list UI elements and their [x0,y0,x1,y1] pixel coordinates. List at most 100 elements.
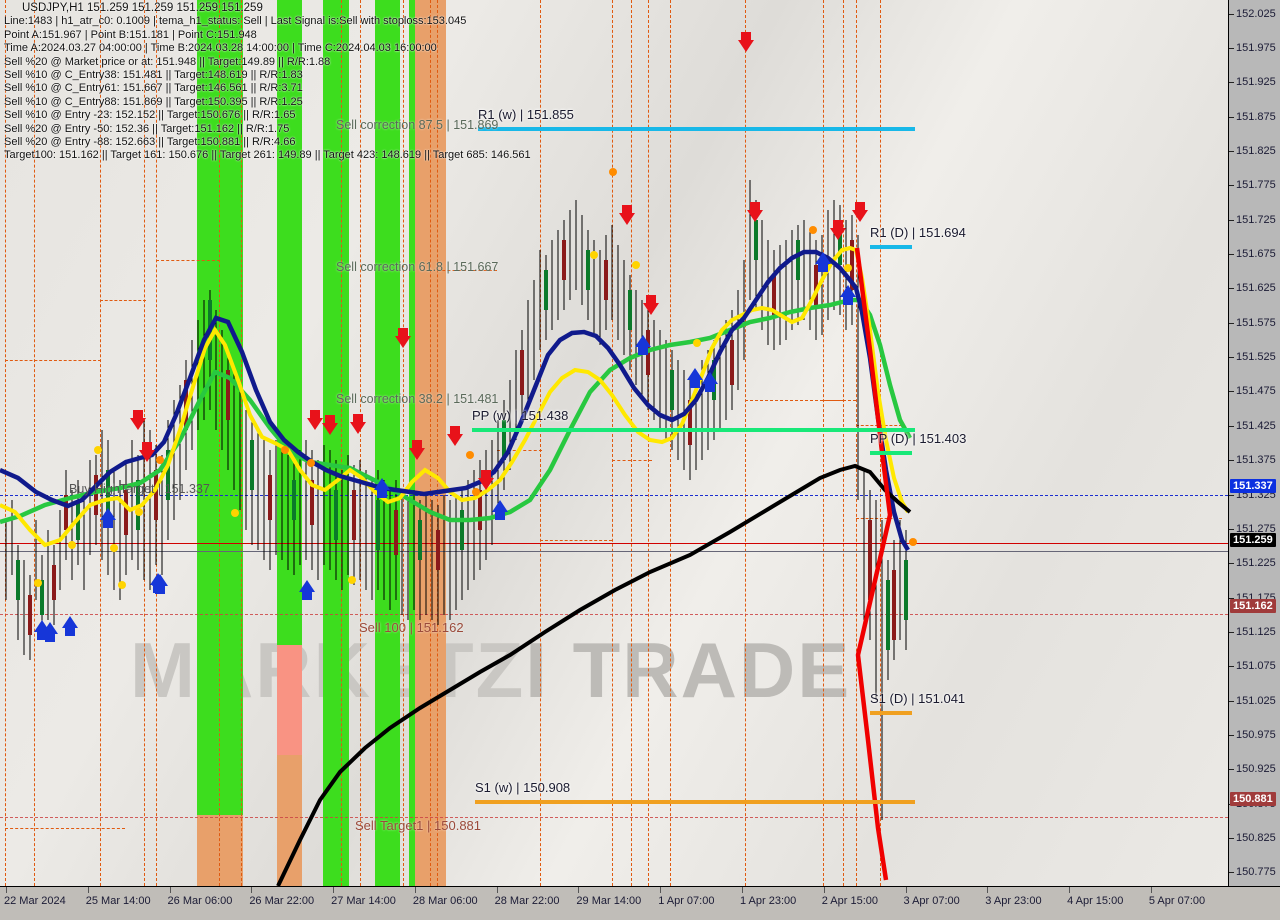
price-tick-label: 151.825 [1236,145,1276,158]
price-series-overlay [0,32,917,886]
symbol-ohlc-line: USDJPY,H1 151.259 151.259 151.259 151.25… [22,2,263,14]
zone-segment [5,828,125,829]
zone-segment [156,260,220,261]
slow-ma-green [0,297,912,525]
price-tick-label: 151.775 [1236,179,1276,192]
price-tick [1229,151,1234,153]
time-tick [169,887,171,893]
fast-ma-yellow [0,245,910,548]
time-tick [987,887,989,893]
vertical-marker [437,0,438,886]
sell-100-label: Sell 100 | 151.162 [359,620,464,635]
price-tag[interactable]: 151.162 [1230,599,1276,614]
vertical-marker [856,0,857,886]
time-tick [905,887,907,893]
session-band [277,0,302,645]
price-tag[interactable]: 151.259 [1230,532,1276,547]
target-gridline [0,817,1228,818]
price-axis[interactable]: 152.025 151.975 151.925 151.875 151.825 151.7… [1229,0,1280,887]
time-tick [6,887,7,893]
price-tick-label: 152.025 [1236,7,1276,20]
time-tick-label: 3 Apr 07:00 [903,895,960,907]
price-tick [1229,769,1234,771]
time-tick-label: 25 Mar 14:00 [85,895,151,907]
time-tick-label: 26 Mar 22:00 [249,895,315,907]
vertical-marker [823,0,824,886]
price-tick [1229,185,1234,187]
price-tick [1229,460,1234,462]
price-tick [1229,48,1234,50]
price-tick [1229,563,1234,565]
time-tick-label: 26 Mar 06:00 [167,895,233,907]
vertical-marker [670,0,671,886]
price-tick-label: 150.825 [1236,831,1276,844]
info-line: Sell %20 @ Entry -88: 152.663 || Target:… [4,136,296,149]
price-tick-label: 151.675 [1236,248,1276,261]
price-tick [1229,116,1234,118]
session-band [323,0,349,886]
info-line: Line:1483 | h1_atr_c0: 0.1009 | tema_h1_… [4,15,467,28]
zone-segment [823,400,856,401]
price-tick-label: 150.975 [1236,728,1276,741]
zone-segment [612,460,652,461]
price-tick [1229,872,1234,874]
zone-segment [437,270,497,271]
buy-target-line [0,495,1228,496]
price-tick [1229,700,1234,702]
session-band-pink [277,645,302,755]
price-tag[interactable]: 151.337 [1230,479,1276,494]
vertical-marker [648,0,649,886]
trend-line-black [276,463,912,886]
price-tag[interactable]: 150.881 [1230,792,1276,807]
vertical-marker [219,0,220,886]
price-tick [1229,734,1234,736]
pivot-star-marker [34,168,917,589]
time-tick-label: 4 Apr 15:00 [1067,895,1124,907]
buy-high-target-label: Buy HighTarget | 151.337 [69,482,210,496]
level-label: R1 (D) | 151.694 [870,225,966,240]
price-tick-label: 151.275 [1236,522,1276,535]
price-tick-label: 151.525 [1236,351,1276,364]
price-tick-label: 151.475 [1236,385,1276,398]
info-line: Sell %10 @ C_Entry61: 151.667 || Target:… [4,82,303,95]
price-tick [1229,254,1234,256]
time-tick-label: 1 Apr 23:00 [739,895,797,907]
level-line [870,711,912,715]
info-line: Time A:2024.03.27 04:00:00 | Time B:2024… [4,42,437,55]
info-line: Sell %10 @ C_Entry38: 151.481 || Target:… [4,69,303,82]
correction-label-875: Sell correction 87.5 | 151.869 [336,118,499,132]
price-tick-label: 151.075 [1236,660,1276,673]
time-tick-label: 29 Mar 14:00 [576,895,642,907]
zone-segment [540,540,612,541]
info-line: Sell %10 @ Entry -23: 152.152 || Target:… [4,109,296,122]
correction-label-382: Sell correction 38.2 | 151.481 [336,392,499,406]
correction-label-618: Sell correction 61.8 | 151.667 [336,260,499,274]
vertical-marker [5,0,6,886]
vertical-marker [341,0,342,886]
info-line: Point A:151.967 | Point B:151.181 | Poin… [4,28,257,41]
vertical-marker [540,0,541,886]
vertical-marker [360,0,361,886]
chart-plot-area[interactable]: MARKETZI TRADE [0,0,1229,887]
info-line: Target100: 151.162 || Target 161: 150.67… [4,149,531,162]
time-axis[interactable]: 22 Mar 2024 25 Mar 14:00 26 Mar 06:00 26 Ma… [0,887,1280,920]
level-line [475,800,915,804]
vertical-marker [34,0,35,886]
time-tick [578,887,580,893]
time-tick-label: 2 Apr 15:00 [821,895,879,907]
level-line [472,428,915,432]
time-tick-label: 28 Mar 06:00 [412,895,478,907]
level-label: S1 (w) | 150.908 [475,780,571,795]
time-tick [496,887,498,893]
sell-arrow-icon [130,32,868,490]
time-tick [87,887,89,893]
time-tick [1150,887,1152,893]
price-tick-label: 151.925 [1236,76,1276,89]
price-tick [1229,597,1234,599]
price-tick-label: 150.775 [1236,866,1276,879]
zone-segment [856,518,902,519]
time-tick-label: 28 Mar 22:00 [494,895,560,907]
price-tick-label: 151.875 [1236,110,1276,123]
price-tick [1229,494,1234,496]
